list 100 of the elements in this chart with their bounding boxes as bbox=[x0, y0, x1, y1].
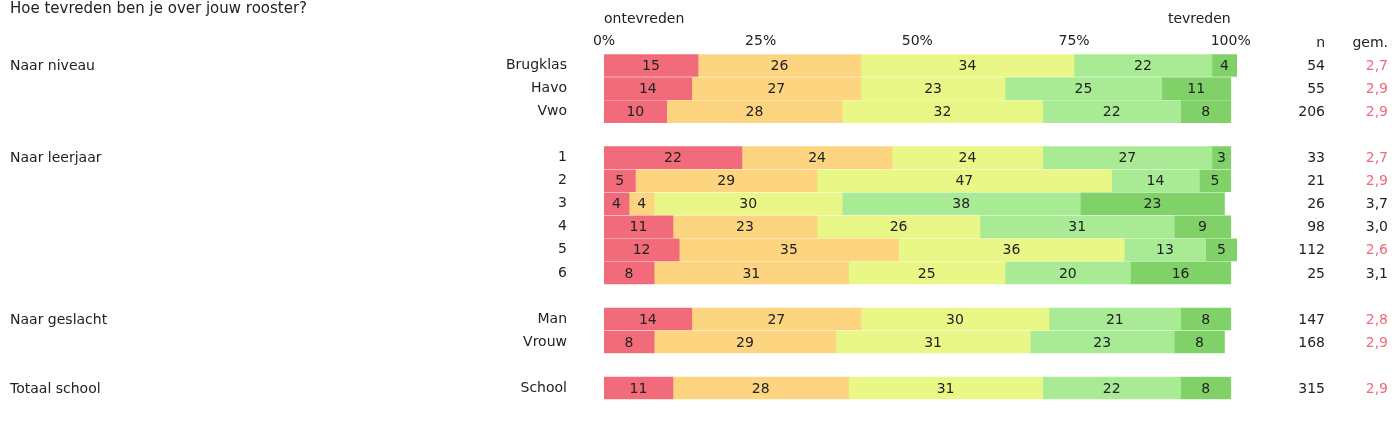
text: 2,9 bbox=[1365, 333, 1388, 350]
data-label: 5 bbox=[1216, 241, 1226, 258]
data-label: 8 bbox=[1201, 379, 1211, 396]
text: 2,7 bbox=[1365, 57, 1388, 74]
data-label: 23 bbox=[1093, 333, 1112, 350]
y-tick-label: Vwo bbox=[537, 102, 567, 119]
data-label: 35 bbox=[779, 241, 798, 258]
data-label: 4 bbox=[612, 195, 622, 212]
text: 2,7 bbox=[1365, 149, 1388, 166]
text: 3,7 bbox=[1365, 195, 1388, 212]
y-tick-label: 3 bbox=[558, 194, 567, 211]
x-tick-label: 25% bbox=[745, 32, 777, 49]
data-label: 27 bbox=[767, 310, 786, 327]
data-label: 36 bbox=[1002, 241, 1021, 258]
x-tick-label: 100% bbox=[1210, 32, 1251, 49]
data-label: 28 bbox=[751, 379, 770, 396]
y-tick-label: Vrouw bbox=[523, 332, 567, 349]
data-label: 24 bbox=[958, 149, 977, 166]
bar bbox=[604, 376, 674, 400]
data-label: 11 bbox=[629, 379, 648, 396]
data-label: 25 bbox=[1074, 80, 1093, 97]
data-label: 28 bbox=[745, 103, 764, 120]
data-label: 30 bbox=[739, 195, 758, 212]
data-label: 4 bbox=[637, 195, 647, 212]
y-tick-label: Brugklas bbox=[506, 56, 567, 73]
data-label: 8 bbox=[624, 333, 634, 350]
y-tick-label: Havo bbox=[531, 79, 567, 96]
data-label: 8 bbox=[624, 264, 634, 281]
data-label: 31 bbox=[936, 379, 955, 396]
x-tick-label: 75% bbox=[1058, 32, 1090, 49]
text: 25 bbox=[1307, 264, 1325, 281]
text: tevreden bbox=[1167, 9, 1231, 26]
data-label: 23 bbox=[736, 218, 754, 235]
text: 33 bbox=[1307, 149, 1325, 166]
data-label: 20 bbox=[1058, 264, 1077, 281]
text: 2,9 bbox=[1365, 80, 1388, 97]
data-label: 11 bbox=[629, 218, 648, 235]
y-tick-label: 2 bbox=[558, 171, 567, 188]
data-label: 10 bbox=[626, 103, 645, 120]
data-label: 14 bbox=[1146, 172, 1165, 189]
bar bbox=[672, 376, 849, 400]
bar bbox=[1042, 376, 1181, 400]
x-tick-label: 50% bbox=[901, 32, 933, 49]
text: 2,6 bbox=[1365, 241, 1389, 258]
data-label: 14 bbox=[638, 310, 657, 327]
data-label: 8 bbox=[1201, 103, 1211, 120]
text: Naar geslacht bbox=[10, 310, 108, 327]
data-label: 8 bbox=[1194, 333, 1204, 350]
text: 54 bbox=[1307, 57, 1326, 74]
y-tick-label: School bbox=[520, 378, 567, 395]
data-label: 12 bbox=[632, 241, 651, 258]
text: 2,9 bbox=[1365, 103, 1388, 120]
y-tick-label: Man bbox=[537, 309, 567, 326]
y-tick-label: 5 bbox=[558, 240, 567, 257]
text: Naar niveau bbox=[10, 57, 95, 74]
text: 2,8 bbox=[1365, 310, 1388, 327]
text: gem. bbox=[1352, 33, 1388, 50]
data-label: 23 bbox=[1143, 195, 1162, 212]
data-label: 31 bbox=[742, 264, 761, 281]
data-label: 11 bbox=[1187, 80, 1206, 97]
y-tick-label: 6 bbox=[558, 263, 568, 280]
data-label: 22 bbox=[664, 149, 682, 166]
data-label: 25 bbox=[917, 264, 936, 281]
data-label: 26 bbox=[889, 218, 908, 235]
text: Hoe tevreden ben je over jouw rooster? bbox=[10, 0, 308, 17]
text: 147 bbox=[1298, 310, 1325, 327]
data-label: 13 bbox=[1156, 241, 1174, 258]
data-label: 4 bbox=[1220, 57, 1229, 74]
data-label: 22 bbox=[1134, 57, 1152, 74]
text: 168 bbox=[1298, 333, 1325, 350]
text: n bbox=[1316, 33, 1325, 50]
text: Totaal school bbox=[9, 379, 101, 396]
data-label: 8 bbox=[1201, 310, 1211, 327]
data-label: 31 bbox=[924, 333, 942, 350]
data-label: 16 bbox=[1171, 264, 1190, 281]
data-label: 34 bbox=[958, 57, 977, 74]
data-label: 32 bbox=[933, 103, 952, 120]
data-label: 22 bbox=[1102, 379, 1121, 396]
data-label: 23 bbox=[924, 80, 942, 97]
data-label: 15 bbox=[642, 57, 660, 74]
x-tick-label: 0% bbox=[592, 32, 616, 49]
data-label: 29 bbox=[736, 333, 754, 350]
text: 2,9 bbox=[1365, 172, 1388, 189]
data-label: 21 bbox=[1105, 310, 1124, 327]
text: 315 bbox=[1298, 379, 1325, 396]
text: 26 bbox=[1307, 195, 1326, 212]
text: 21 bbox=[1307, 172, 1325, 189]
data-label: 26 bbox=[770, 57, 789, 74]
text: ontevreden bbox=[604, 9, 685, 26]
data-label: 29 bbox=[717, 172, 736, 189]
data-label: 27 bbox=[1118, 149, 1137, 166]
bar bbox=[1180, 376, 1232, 400]
text: 98 bbox=[1307, 218, 1325, 235]
text: 206 bbox=[1298, 103, 1326, 120]
y-tick-label: 1 bbox=[558, 148, 567, 165]
data-label: 27 bbox=[767, 80, 786, 97]
text: 112 bbox=[1298, 241, 1325, 258]
data-label: 38 bbox=[952, 195, 971, 212]
data-label: 22 bbox=[1102, 103, 1121, 120]
data-label: 30 bbox=[946, 310, 964, 327]
